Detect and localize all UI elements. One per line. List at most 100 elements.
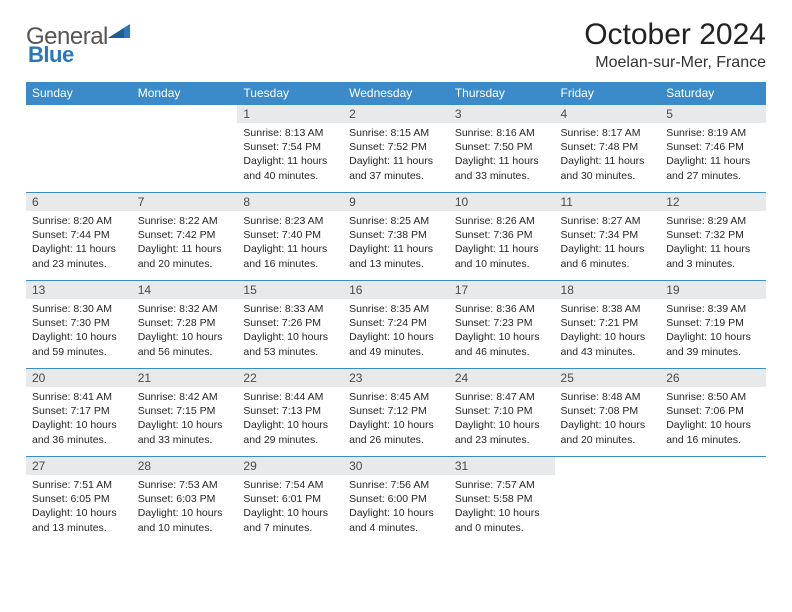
calendar-day-cell: 28Sunrise: 7:53 AMSunset: 6:03 PMDayligh… xyxy=(132,457,238,545)
calendar-empty-cell xyxy=(660,457,766,545)
calendar-day-cell: 20Sunrise: 8:41 AMSunset: 7:17 PMDayligh… xyxy=(26,369,132,457)
calendar-day-cell: 12Sunrise: 8:29 AMSunset: 7:32 PMDayligh… xyxy=(660,193,766,281)
day-info: Sunrise: 8:35 AMSunset: 7:24 PMDaylight:… xyxy=(343,299,449,363)
day-info: Sunrise: 8:29 AMSunset: 7:32 PMDaylight:… xyxy=(660,211,766,275)
day-info: Sunrise: 7:54 AMSunset: 6:01 PMDaylight:… xyxy=(237,475,343,539)
day-info: Sunrise: 7:56 AMSunset: 6:00 PMDaylight:… xyxy=(343,475,449,539)
day-number: 2 xyxy=(343,105,449,123)
day-info: Sunrise: 8:16 AMSunset: 7:50 PMDaylight:… xyxy=(449,123,555,187)
day-number: 15 xyxy=(237,281,343,299)
weekday-header: Sunday xyxy=(26,82,132,105)
calendar-day-cell: 7Sunrise: 8:22 AMSunset: 7:42 PMDaylight… xyxy=(132,193,238,281)
day-info: Sunrise: 8:47 AMSunset: 7:10 PMDaylight:… xyxy=(449,387,555,451)
calendar-day-cell: 29Sunrise: 7:54 AMSunset: 6:01 PMDayligh… xyxy=(237,457,343,545)
day-info: Sunrise: 8:32 AMSunset: 7:28 PMDaylight:… xyxy=(132,299,238,363)
calendar-empty-cell xyxy=(132,105,238,193)
calendar-day-cell: 13Sunrise: 8:30 AMSunset: 7:30 PMDayligh… xyxy=(26,281,132,369)
calendar-day-cell: 21Sunrise: 8:42 AMSunset: 7:15 PMDayligh… xyxy=(132,369,238,457)
calendar-day-cell: 11Sunrise: 8:27 AMSunset: 7:34 PMDayligh… xyxy=(555,193,661,281)
day-number: 7 xyxy=(132,193,238,211)
calendar-week-row: 27Sunrise: 7:51 AMSunset: 6:05 PMDayligh… xyxy=(26,457,766,545)
day-info: Sunrise: 8:36 AMSunset: 7:23 PMDaylight:… xyxy=(449,299,555,363)
calendar-page: General October 2024 Moelan-sur-Mer, Fra… xyxy=(0,0,792,545)
calendar-day-cell: 1Sunrise: 8:13 AMSunset: 7:54 PMDaylight… xyxy=(237,105,343,193)
calendar-day-cell: 6Sunrise: 8:20 AMSunset: 7:44 PMDaylight… xyxy=(26,193,132,281)
day-number: 26 xyxy=(660,369,766,387)
day-number: 13 xyxy=(26,281,132,299)
day-number: 21 xyxy=(132,369,238,387)
calendar-week-row: 1Sunrise: 8:13 AMSunset: 7:54 PMDaylight… xyxy=(26,105,766,193)
day-info: Sunrise: 8:33 AMSunset: 7:26 PMDaylight:… xyxy=(237,299,343,363)
calendar-empty-cell xyxy=(26,105,132,193)
day-info: Sunrise: 7:57 AMSunset: 5:58 PMDaylight:… xyxy=(449,475,555,539)
calendar-day-cell: 8Sunrise: 8:23 AMSunset: 7:40 PMDaylight… xyxy=(237,193,343,281)
day-number: 20 xyxy=(26,369,132,387)
day-number: 5 xyxy=(660,105,766,123)
calendar-body: 1Sunrise: 8:13 AMSunset: 7:54 PMDaylight… xyxy=(26,105,766,545)
day-number: 25 xyxy=(555,369,661,387)
day-number: 1 xyxy=(237,105,343,123)
day-number: 4 xyxy=(555,105,661,123)
calendar-day-cell: 23Sunrise: 8:45 AMSunset: 7:12 PMDayligh… xyxy=(343,369,449,457)
calendar-day-cell: 30Sunrise: 7:56 AMSunset: 6:00 PMDayligh… xyxy=(343,457,449,545)
day-info: Sunrise: 8:45 AMSunset: 7:12 PMDaylight:… xyxy=(343,387,449,451)
weekday-header: Thursday xyxy=(449,82,555,105)
day-info: Sunrise: 8:22 AMSunset: 7:42 PMDaylight:… xyxy=(132,211,238,275)
calendar-table: SundayMondayTuesdayWednesdayThursdayFrid… xyxy=(26,82,766,545)
calendar-day-cell: 3Sunrise: 8:16 AMSunset: 7:50 PMDaylight… xyxy=(449,105,555,193)
day-number: 3 xyxy=(449,105,555,123)
calendar-day-cell: 24Sunrise: 8:47 AMSunset: 7:10 PMDayligh… xyxy=(449,369,555,457)
calendar-day-cell: 31Sunrise: 7:57 AMSunset: 5:58 PMDayligh… xyxy=(449,457,555,545)
day-number: 24 xyxy=(449,369,555,387)
weekday-header: Tuesday xyxy=(237,82,343,105)
day-number: 28 xyxy=(132,457,238,475)
day-info: Sunrise: 8:25 AMSunset: 7:38 PMDaylight:… xyxy=(343,211,449,275)
calendar-day-cell: 16Sunrise: 8:35 AMSunset: 7:24 PMDayligh… xyxy=(343,281,449,369)
day-info: Sunrise: 8:44 AMSunset: 7:13 PMDaylight:… xyxy=(237,387,343,451)
calendar-day-cell: 10Sunrise: 8:26 AMSunset: 7:36 PMDayligh… xyxy=(449,193,555,281)
calendar-week-row: 6Sunrise: 8:20 AMSunset: 7:44 PMDaylight… xyxy=(26,193,766,281)
day-number: 29 xyxy=(237,457,343,475)
weekday-header: Wednesday xyxy=(343,82,449,105)
calendar-day-cell: 9Sunrise: 8:25 AMSunset: 7:38 PMDaylight… xyxy=(343,193,449,281)
day-number: 11 xyxy=(555,193,661,211)
calendar-header-row: SundayMondayTuesdayWednesdayThursdayFrid… xyxy=(26,82,766,105)
calendar-empty-cell xyxy=(555,457,661,545)
weekday-header: Monday xyxy=(132,82,238,105)
day-info: Sunrise: 8:38 AMSunset: 7:21 PMDaylight:… xyxy=(555,299,661,363)
day-number: 6 xyxy=(26,193,132,211)
day-number: 18 xyxy=(555,281,661,299)
weekday-header: Friday xyxy=(555,82,661,105)
calendar-day-cell: 2Sunrise: 8:15 AMSunset: 7:52 PMDaylight… xyxy=(343,105,449,193)
logo-triangle-icon xyxy=(108,22,130,43)
day-number: 17 xyxy=(449,281,555,299)
day-number: 8 xyxy=(237,193,343,211)
day-number: 23 xyxy=(343,369,449,387)
calendar-day-cell: 27Sunrise: 7:51 AMSunset: 6:05 PMDayligh… xyxy=(26,457,132,545)
day-info: Sunrise: 8:39 AMSunset: 7:19 PMDaylight:… xyxy=(660,299,766,363)
day-info: Sunrise: 7:51 AMSunset: 6:05 PMDaylight:… xyxy=(26,475,132,539)
calendar-week-row: 13Sunrise: 8:30 AMSunset: 7:30 PMDayligh… xyxy=(26,281,766,369)
day-number: 19 xyxy=(660,281,766,299)
calendar-day-cell: 25Sunrise: 8:48 AMSunset: 7:08 PMDayligh… xyxy=(555,369,661,457)
day-info: Sunrise: 8:15 AMSunset: 7:52 PMDaylight:… xyxy=(343,123,449,187)
day-info: Sunrise: 8:26 AMSunset: 7:36 PMDaylight:… xyxy=(449,211,555,275)
calendar-day-cell: 22Sunrise: 8:44 AMSunset: 7:13 PMDayligh… xyxy=(237,369,343,457)
day-info: Sunrise: 8:19 AMSunset: 7:46 PMDaylight:… xyxy=(660,123,766,187)
day-info: Sunrise: 8:50 AMSunset: 7:06 PMDaylight:… xyxy=(660,387,766,451)
day-number: 30 xyxy=(343,457,449,475)
day-number: 22 xyxy=(237,369,343,387)
day-number: 16 xyxy=(343,281,449,299)
day-number: 10 xyxy=(449,193,555,211)
calendar-day-cell: 18Sunrise: 8:38 AMSunset: 7:21 PMDayligh… xyxy=(555,281,661,369)
day-info: Sunrise: 8:30 AMSunset: 7:30 PMDaylight:… xyxy=(26,299,132,363)
day-number: 31 xyxy=(449,457,555,475)
day-number: 12 xyxy=(660,193,766,211)
day-number: 9 xyxy=(343,193,449,211)
day-number: 27 xyxy=(26,457,132,475)
day-number: 14 xyxy=(132,281,238,299)
day-info: Sunrise: 8:17 AMSunset: 7:48 PMDaylight:… xyxy=(555,123,661,187)
day-info: Sunrise: 8:13 AMSunset: 7:54 PMDaylight:… xyxy=(237,123,343,187)
title-block: October 2024 Moelan-sur-Mer, France xyxy=(584,18,766,72)
calendar-day-cell: 26Sunrise: 8:50 AMSunset: 7:06 PMDayligh… xyxy=(660,369,766,457)
